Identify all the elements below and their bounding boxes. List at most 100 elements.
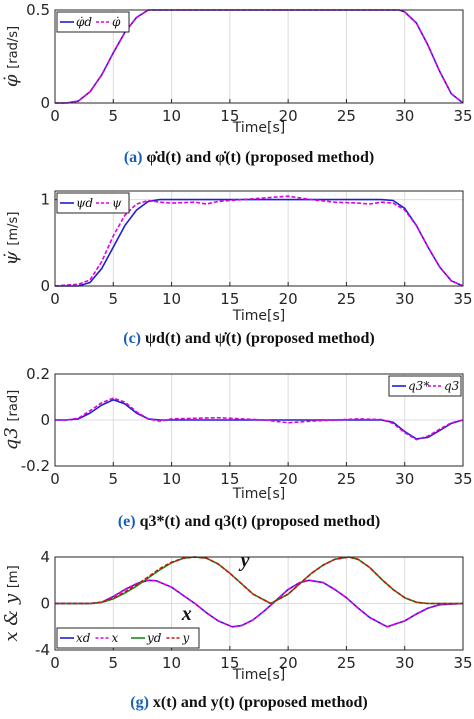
y-axis-unit: [m/s] [6, 212, 21, 246]
x-tick-label: 25 [337, 470, 356, 488]
y-tick-label: -4 [35, 641, 50, 659]
x-tick-label: 25 [337, 654, 356, 672]
legend-label-1: φ̇ [112, 15, 121, 29]
x-axis-label: Time[s] [232, 667, 285, 683]
y-tick-label: 0 [40, 94, 50, 112]
y-tick-label: 4 [40, 548, 50, 566]
y-tick-label: 0.5 [26, 1, 50, 19]
legend-label-3: y [182, 631, 190, 645]
x-tick-label: 20 [279, 107, 298, 125]
x-tick-label: 0 [50, 290, 60, 308]
y-axis-symbol: x & y [1, 588, 22, 642]
legend: q3* q3 [388, 375, 462, 397]
legend-label-0: ψd [76, 196, 93, 210]
x-tick-label: 30 [395, 290, 414, 308]
x-tick-label: 15 [220, 290, 239, 308]
panel-caption: (c) ψd(t) and ψ̇(t) (proposed method) [123, 330, 375, 347]
x-tick-label: 10 [162, 470, 181, 488]
caption-text: ψd(t) and ψ̇(t) (proposed method) [145, 330, 375, 347]
legend-box [56, 627, 200, 649]
legend-box [388, 375, 462, 397]
legend-label-0: q3* [408, 379, 429, 393]
legend-label-1: ψ [112, 196, 122, 210]
y-tick-label: 0 [40, 277, 50, 295]
series-line-1 [55, 579, 464, 628]
x-tick-label: 35 [453, 654, 472, 672]
axes-frame [54, 556, 464, 651]
x-tick-label: 35 [453, 290, 472, 308]
legend-label-1: q3 [444, 379, 460, 393]
y-tick-label: 0 [40, 595, 50, 613]
x-tick-label: 0 [50, 107, 60, 125]
annotation-label: y [239, 549, 250, 571]
x-tick-label: 20 [279, 654, 298, 672]
chart-panel-c: 0 5 10 15 20 25 30 35 0 1 Time[s] ψ̇ [m/s] ψd ψ (c) ψd… [1, 190, 473, 347]
panel-caption: (e) q3*(t) and q3(t) (proposed method) [118, 513, 380, 530]
y-tick-label: -0.2 [21, 457, 50, 475]
y-axis-label: ψ̇ [m/s] [1, 212, 22, 266]
x-tick-label: 30 [395, 107, 414, 125]
caption-text: φ̇d(t) and φ̇(t) (proposed method) [146, 149, 374, 166]
legend: ψd ψ [56, 192, 130, 214]
x-tick-label: 25 [337, 107, 356, 125]
legend-box [56, 11, 130, 33]
legend: xd x yd y [56, 627, 200, 649]
x-tick-label: 25 [337, 290, 356, 308]
axes-frame [54, 373, 464, 467]
caption-id: (g) [130, 694, 153, 711]
legend: φ̇d φ̇ [56, 11, 130, 33]
legend-label-2: yd [146, 631, 162, 645]
y-tick-label: 0 [40, 411, 50, 429]
series-line-0 [55, 399, 464, 440]
y-axis-label: φ̇ [rad/s] [1, 26, 22, 87]
x-tick-label: 20 [279, 290, 298, 308]
x-axis-label: Time[s] [232, 120, 285, 136]
x-tick-label: 35 [453, 470, 472, 488]
caption-text: q3*(t) and q3(t) (proposed method) [140, 513, 381, 530]
caption-text: x(t) and y(t) (proposed method) [153, 694, 368, 711]
x-tick-label: 5 [109, 290, 119, 308]
y-tick-label: 1 [40, 191, 50, 209]
x-tick-label: 0 [50, 654, 60, 672]
x-tick-label: 30 [395, 654, 414, 672]
series-line-0 [55, 198, 464, 287]
series-line-1 [54, 195, 464, 287]
y-axis-symbol: φ̇ [1, 69, 22, 87]
x-tick-label: 5 [109, 470, 119, 488]
y-tick-label: 0.2 [26, 365, 50, 383]
y-axis-symbol: ψ̇ [1, 246, 22, 266]
annotation-label: x [181, 603, 192, 625]
legend-label-0: φ̇d [76, 15, 92, 29]
y-axis-unit: [rad/s] [6, 26, 21, 69]
y-axis-unit: [rad] [6, 390, 21, 422]
caption-id: (a) [124, 149, 147, 166]
x-tick-label: 15 [220, 654, 239, 672]
x-tick-label: 15 [220, 470, 239, 488]
x-tick-label: 10 [162, 290, 181, 308]
x-tick-label: 10 [162, 654, 181, 672]
axes-frame [54, 190, 464, 287]
y-axis-unit: [m] [6, 565, 21, 588]
x-tick-label: 0 [50, 470, 60, 488]
legend-label-1: x [112, 631, 119, 645]
x-axis-label: Time[s] [232, 486, 285, 502]
x-tick-label: 15 [220, 107, 239, 125]
x-tick-label: 30 [395, 470, 414, 488]
x-axis-label: Time[s] [232, 308, 285, 324]
y-axis-symbol: q3 [1, 422, 22, 451]
x-tick-label: 35 [453, 107, 472, 125]
x-tick-label: 5 [109, 654, 119, 672]
y-axis-label: q3 [rad] [1, 390, 22, 450]
series-line-2 [55, 556, 463, 605]
series-line-1 [55, 397, 464, 441]
panel-caption: (g) x(t) and y(t) (proposed method) [130, 694, 367, 711]
panel-caption: (a) φ̇d(t) and φ̇(t) (proposed method) [124, 149, 374, 166]
legend-box [56, 192, 130, 214]
legend-label-0: xd [76, 631, 91, 645]
caption-id: (e) [118, 513, 140, 530]
caption-id: (c) [123, 330, 145, 347]
